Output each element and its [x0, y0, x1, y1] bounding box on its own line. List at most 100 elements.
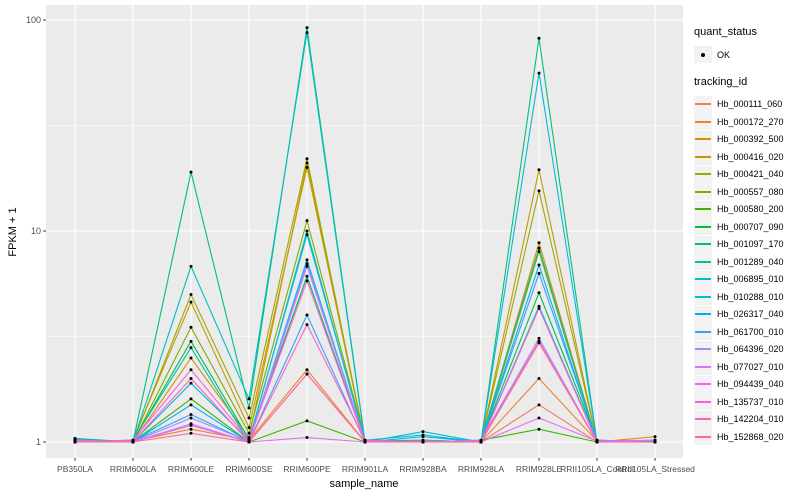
data-point	[305, 258, 309, 262]
legend-item-label: Hb_006895_010	[717, 274, 784, 285]
legend-item-Hb_135737_010: Hb_135737_010	[694, 393, 800, 411]
data-point	[421, 440, 425, 444]
data-point	[247, 431, 251, 435]
data-point	[73, 440, 77, 444]
point-marker-icon	[701, 52, 705, 57]
legend-key-box	[694, 410, 712, 428]
data-point	[305, 262, 309, 266]
data-point	[363, 440, 367, 444]
data-point	[421, 435, 425, 439]
data-point	[305, 264, 309, 268]
legend-item-label: Hb_064396_020	[717, 344, 784, 355]
data-point	[189, 368, 193, 372]
legend-item-Hb_000392_500: Hb_000392_500	[694, 130, 800, 149]
data-point	[189, 381, 193, 385]
data-point	[537, 263, 541, 267]
data-point	[305, 219, 309, 223]
legend-item-label: Hb_000557_080	[717, 186, 784, 197]
legend-key-box	[694, 340, 712, 358]
legend-item-label: Hb_000580_200	[717, 204, 784, 215]
legend-line-swatch	[695, 243, 711, 246]
data-point	[305, 26, 309, 30]
legend-item-label: Hb_001289_040	[717, 256, 784, 267]
legend-line-swatch	[695, 260, 711, 263]
legend-line-swatch	[695, 365, 711, 368]
data-point	[247, 397, 251, 401]
legend-item-label: Hb_000416_020	[717, 151, 784, 162]
legend-line-swatch	[695, 103, 711, 106]
data-point	[537, 304, 541, 308]
x-tick-label: RRIM600LE	[168, 464, 215, 474]
legend-key-box	[694, 288, 712, 306]
legend-key-box	[694, 358, 712, 376]
quant-status-legend-item: OK	[694, 46, 800, 64]
legend-line-swatch	[695, 295, 711, 298]
data-point	[305, 419, 309, 423]
data-point	[305, 157, 309, 161]
data-point	[305, 323, 309, 327]
legend-line-swatch	[695, 138, 711, 141]
legend-item-label: Hb_000421_040	[717, 169, 784, 180]
legend-key-box	[694, 95, 712, 113]
data-point	[189, 431, 193, 435]
data-point	[537, 336, 541, 340]
legend-line-swatch	[695, 190, 711, 193]
data-point	[537, 416, 541, 420]
x-axis-title: sample_name	[329, 478, 399, 490]
data-point	[189, 413, 193, 416]
data-point	[247, 406, 251, 410]
legend-item-Hb_000557_080: Hb_000557_080	[694, 183, 800, 201]
legend-key-box	[694, 428, 712, 446]
tracking-id-legend-title: tracking_id	[694, 75, 748, 88]
data-point	[537, 376, 541, 380]
legend-key-box	[694, 393, 712, 411]
legend-item-label: Hb_061700_010	[717, 326, 784, 337]
data-point	[305, 368, 309, 372]
data-point	[537, 291, 541, 295]
x-tick-label: RRIM600PE	[283, 464, 331, 474]
legend-line-swatch	[695, 400, 711, 403]
x-tick-label: RRII105LA_Stressed	[615, 464, 695, 474]
legend-line-swatch	[695, 330, 711, 333]
legend-line-swatch	[695, 173, 711, 176]
legend-item-Hb_000111_060: Hb_000111_060	[694, 95, 800, 114]
legend-key-box	[694, 305, 712, 323]
legend-line-swatch	[695, 418, 711, 421]
data-point	[537, 306, 541, 310]
data-point	[189, 325, 193, 329]
data-point	[189, 416, 193, 420]
data-point	[305, 233, 309, 237]
data-point	[189, 300, 193, 304]
legend-line-swatch	[695, 155, 711, 158]
legend-item-Hb_152868_020: Hb_152868_020	[694, 428, 800, 446]
data-point	[537, 246, 541, 250]
data-point	[305, 313, 309, 317]
legend-item-Hb_000707_090: Hb_000707_090	[694, 218, 800, 236]
y-axis-title: FPKM + 1	[7, 207, 19, 257]
legend-key-box	[694, 200, 712, 218]
legend-key-box	[694, 253, 712, 271]
legend-item-label: Hb_000392_500	[717, 134, 784, 145]
legend-item-Hb_026317_040: Hb_026317_040	[694, 305, 800, 324]
tracking-id-legend-items: Hb_000111_060 Hb_000172_270 Hb_000392_500 H…	[694, 95, 800, 446]
x-tick-label: PB350LA	[57, 464, 93, 474]
data-point	[537, 271, 541, 275]
data-point	[537, 341, 541, 345]
legend-item-label: Hb_142204_010	[717, 414, 784, 425]
legend-line-swatch	[695, 313, 711, 316]
data-point	[131, 440, 135, 444]
legend-item-label: Hb_000707_090	[717, 221, 784, 232]
data-point	[189, 339, 193, 343]
legend-item-Hb_000580_200: Hb_000580_200	[694, 200, 800, 219]
legend-line-swatch	[695, 208, 711, 211]
data-point	[189, 293, 193, 297]
legend-line-swatch	[695, 435, 711, 438]
data-point	[537, 249, 541, 253]
legend-key-box	[694, 46, 712, 64]
data-point	[189, 397, 193, 401]
data-point	[537, 403, 541, 407]
data-point	[595, 440, 599, 444]
y-tick-label: 1	[36, 437, 41, 447]
